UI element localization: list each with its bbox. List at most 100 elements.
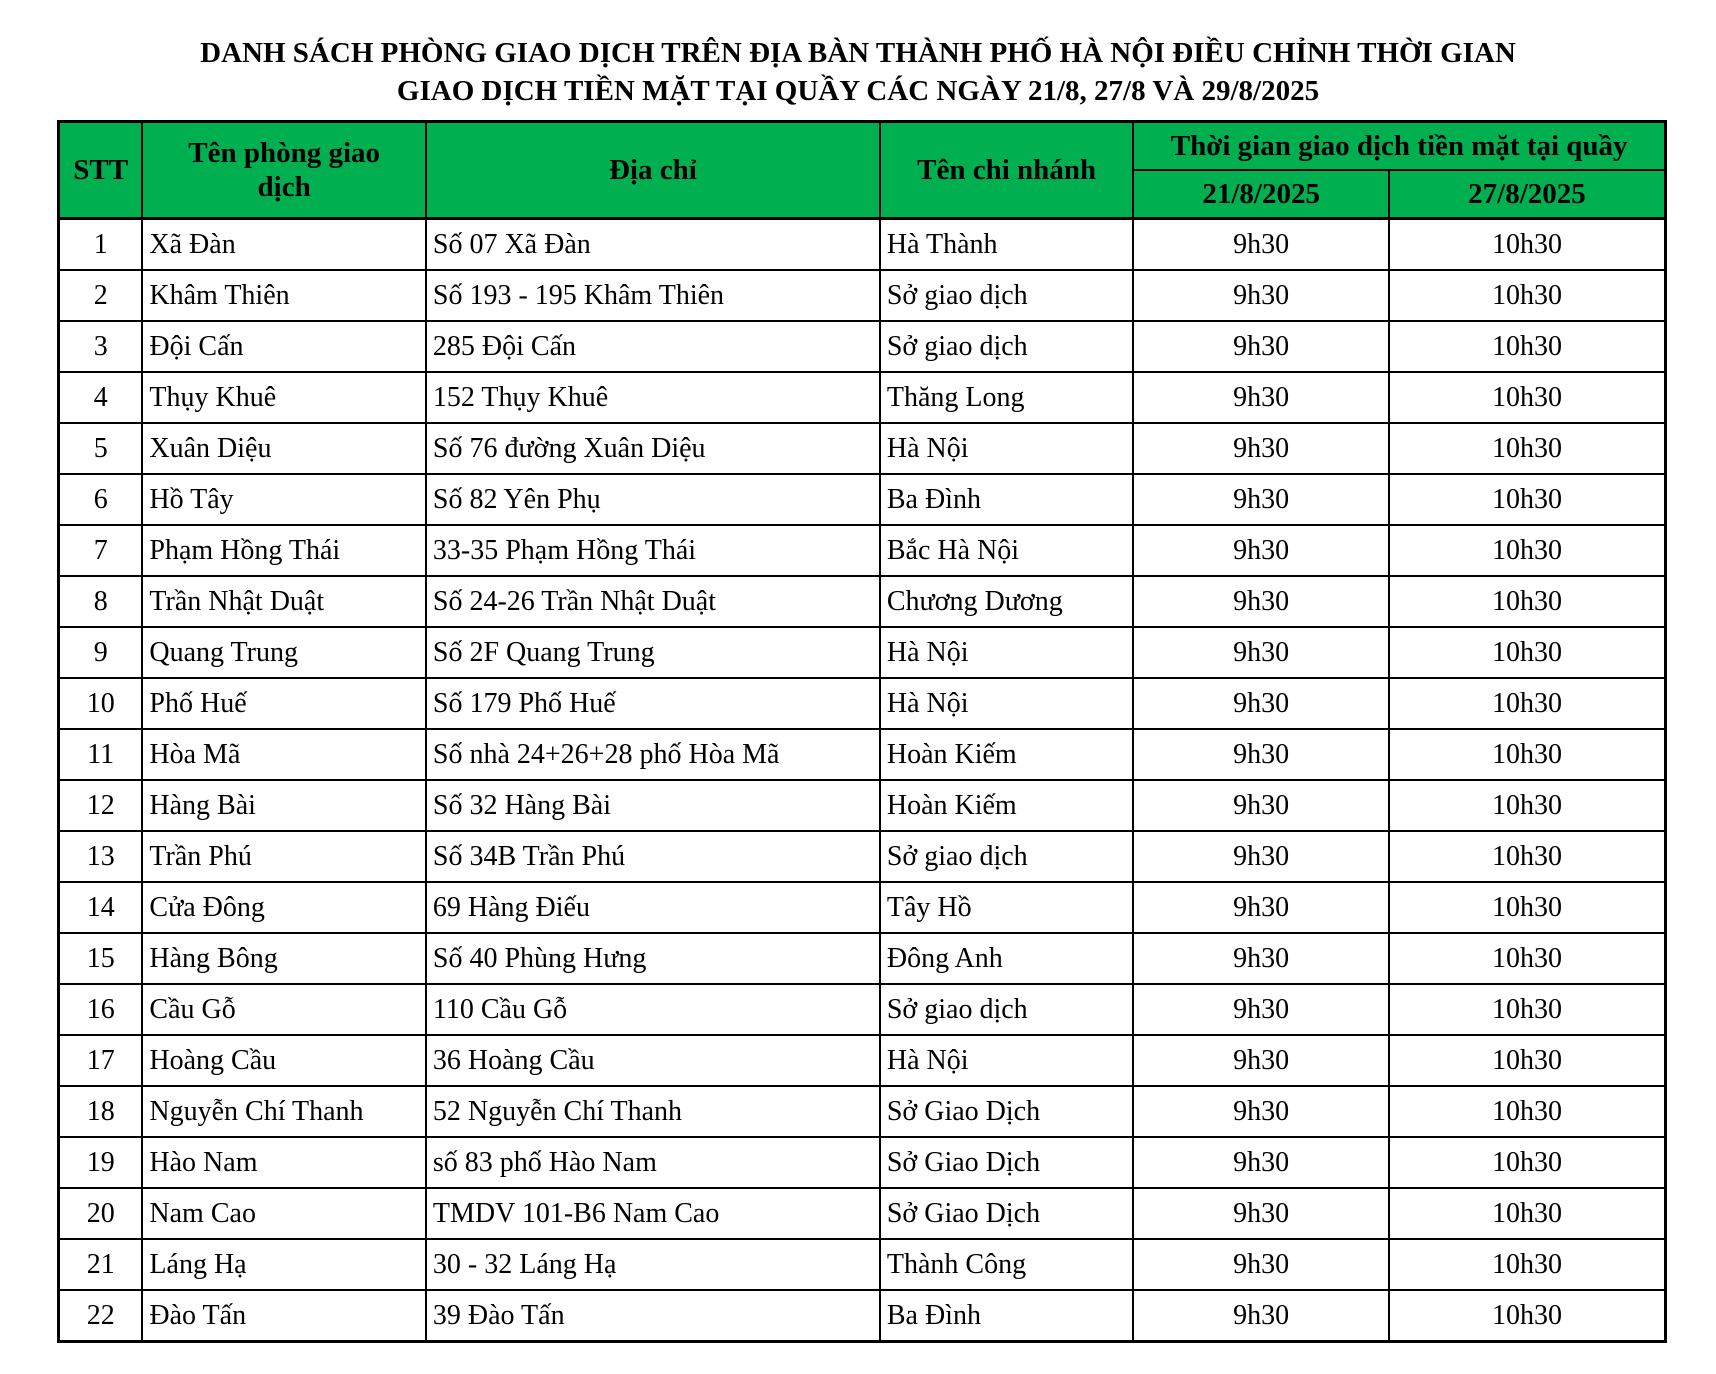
cell-time-2: 10h30 [1387,677,1667,730]
cell-time-1: 9h30 [1132,371,1390,424]
cell-address: Số 07 Xã Đàn [424,217,881,271]
cell-time-1: 9h30 [1132,1238,1390,1291]
cell-name: Khâm Thiên [141,269,427,322]
branch-table: STT Tên phòng giao dịch Địa chỉ Tên chi … [57,120,1667,1343]
cell-stt: 1 [57,217,144,271]
cell-name: Đào Tấn [141,1289,427,1343]
cell-address: Số 179 Phố Huế [424,677,881,730]
cell-branch: Hoàn Kiếm [878,728,1135,781]
cell-branch: Sở giao dịch [878,830,1135,883]
table-row: 15 Hàng Bông Số 40 Phùng Hưng Đông Anh 9h30 1… [57,932,1667,985]
cell-time-1: 9h30 [1132,1034,1390,1087]
table-row: 3 Đội Cấn 285 Đội Cấn Sở giao dịch 9h30 10h30 [57,320,1667,373]
cell-stt: 21 [57,1238,144,1291]
cell-name: Phạm Hồng Thái [141,524,427,577]
cell-address: Số 193 - 195 Khâm Thiên [424,269,881,322]
cell-stt: 7 [57,524,144,577]
cell-stt: 3 [57,320,144,373]
cell-time-2: 10h30 [1387,1034,1667,1087]
document-title: DANH SÁCH PHÒNG GIAO DỊCH TRÊN ĐỊA BÀN T… [0,34,1716,110]
cell-name: Hào Nam [141,1136,427,1189]
cell-name: Hồ Tây [141,473,427,526]
cell-address: Số nhà 24+26+28 phố Hòa Mã [424,728,881,781]
cell-time-1: 9h30 [1132,524,1390,577]
cell-name: Thụy Khuê [141,371,427,424]
table-row: 8 Trần Nhật Duật Số 24-26 Trần Nhật Duật Ch… [57,575,1667,628]
table-row: 6 Hồ Tây Số 82 Yên Phụ Ba Đình 9h30 10h30 [57,473,1667,526]
cell-time-2: 10h30 [1387,830,1667,883]
cell-name: Hòa Mã [141,728,427,781]
table-row: 9 Quang Trung Số 2F Quang Trung Hà Nội 9h30 1… [57,626,1667,679]
cell-time-2: 10h30 [1387,524,1667,577]
cell-time-1: 9h30 [1132,1289,1390,1343]
cell-stt: 14 [57,881,144,934]
header-address: Địa chỉ [424,120,881,220]
cell-stt: 22 [57,1289,144,1343]
cell-address: 52 Nguyễn Chí Thanh [424,1085,881,1138]
cell-time-1: 9h30 [1132,830,1390,883]
cell-time-2: 10h30 [1387,473,1667,526]
cell-time-1: 9h30 [1132,422,1390,475]
cell-time-2: 10h30 [1387,422,1667,475]
table-row: 10 Phố Huế Số 179 Phố Huế Hà Nội 9h30 10h30 [57,677,1667,730]
cell-stt: 9 [57,626,144,679]
table-row: 11 Hòa Mã Số nhà 24+26+28 phố Hòa Mã Hoàn K… [57,728,1667,781]
title-line-1: DANH SÁCH PHÒNG GIAO DỊCH TRÊN ĐỊA BÀN T… [200,37,1516,69]
cell-name: Phố Huế [141,677,427,730]
cell-address: 36 Hoàng Cầu [424,1034,881,1087]
cell-time-1: 9h30 [1132,881,1390,934]
cell-time-1: 9h30 [1132,932,1390,985]
header-branch: Tên chi nhánh [878,120,1135,220]
cell-address: 30 - 32 Láng Hạ [424,1238,881,1291]
cell-name: Nam Cao [141,1187,427,1240]
cell-branch: Hoàn Kiếm [878,779,1135,832]
cell-time-2: 10h30 [1387,217,1667,271]
table-row: 14 Cửa Đông 69 Hàng Điếu Tây Hồ 9h30 10h30 [57,881,1667,934]
table-row: 13 Trần Phú Số 34B Trần Phú Sở giao dịch 9h3… [57,830,1667,883]
cell-branch: Đông Anh [878,932,1135,985]
cell-stt: 18 [57,1085,144,1138]
cell-name: Trần Phú [141,830,427,883]
cell-time-2: 10h30 [1387,983,1667,1036]
title-line-2: GIAO DỊCH TIỀN MẶT TẠI QUẦY CÁC NGÀY 21/… [396,75,1320,107]
cell-address: Số 34B Trần Phú [424,830,881,883]
cell-stt: 11 [57,728,144,781]
cell-address: Số 76 đường Xuân Diệu [424,422,881,475]
cell-time-2: 10h30 [1387,1187,1667,1240]
cell-time-1: 9h30 [1132,1187,1390,1240]
table-row: 22 Đào Tấn 39 Đào Tấn Ba Đình 9h30 10h30 [57,1289,1667,1343]
cell-stt: 19 [57,1136,144,1189]
table-row: 18 Nguyễn Chí Thanh 52 Nguyễn Chí Thanh Sở … [57,1085,1667,1138]
cell-branch: Sở giao dịch [878,320,1135,373]
cell-branch: Sở giao dịch [878,983,1135,1036]
cell-address: 285 Đội Cấn [424,320,881,373]
cell-time-1: 9h30 [1132,473,1390,526]
header-name: Tên phòng giao dịch [141,120,427,220]
cell-time-1: 9h30 [1132,320,1390,373]
cell-time-2: 10h30 [1387,881,1667,934]
cell-time-1: 9h30 [1132,1136,1390,1189]
cell-time-2: 10h30 [1387,1289,1667,1343]
cell-name: Hàng Bông [141,932,427,985]
cell-stt: 15 [57,932,144,985]
cell-stt: 12 [57,779,144,832]
header-stt: STT [57,120,144,220]
cell-time-2: 10h30 [1387,575,1667,628]
cell-address: Số 40 Phùng Hưng [424,932,881,985]
cell-branch: Hà Nội [878,1034,1135,1087]
cell-branch: Chương Dương [878,575,1135,628]
table-body: 1 Xã Đàn Số 07 Xã Đàn Hà Thành 9h30 10h30 2 Khâ… [57,217,1667,1343]
header-date-1: 21/8/2025 [1132,169,1390,220]
table-row: 16 Cầu Gỗ 110 Cầu Gỗ Sở giao dịch 9h30 10h30 [57,983,1667,1036]
cell-time-1: 9h30 [1132,983,1390,1036]
cell-time-2: 10h30 [1387,626,1667,679]
cell-branch: Thành Công [878,1238,1135,1291]
cell-name: Hoàng Cầu [141,1034,427,1087]
cell-branch: Bắc Hà Nội [878,524,1135,577]
cell-stt: 13 [57,830,144,883]
cell-address: Số 82 Yên Phụ [424,473,881,526]
cell-name: Láng Hạ [141,1238,427,1291]
cell-name: Hàng Bài [141,779,427,832]
cell-time-1: 9h30 [1132,728,1390,781]
cell-name: Quang Trung [141,626,427,679]
